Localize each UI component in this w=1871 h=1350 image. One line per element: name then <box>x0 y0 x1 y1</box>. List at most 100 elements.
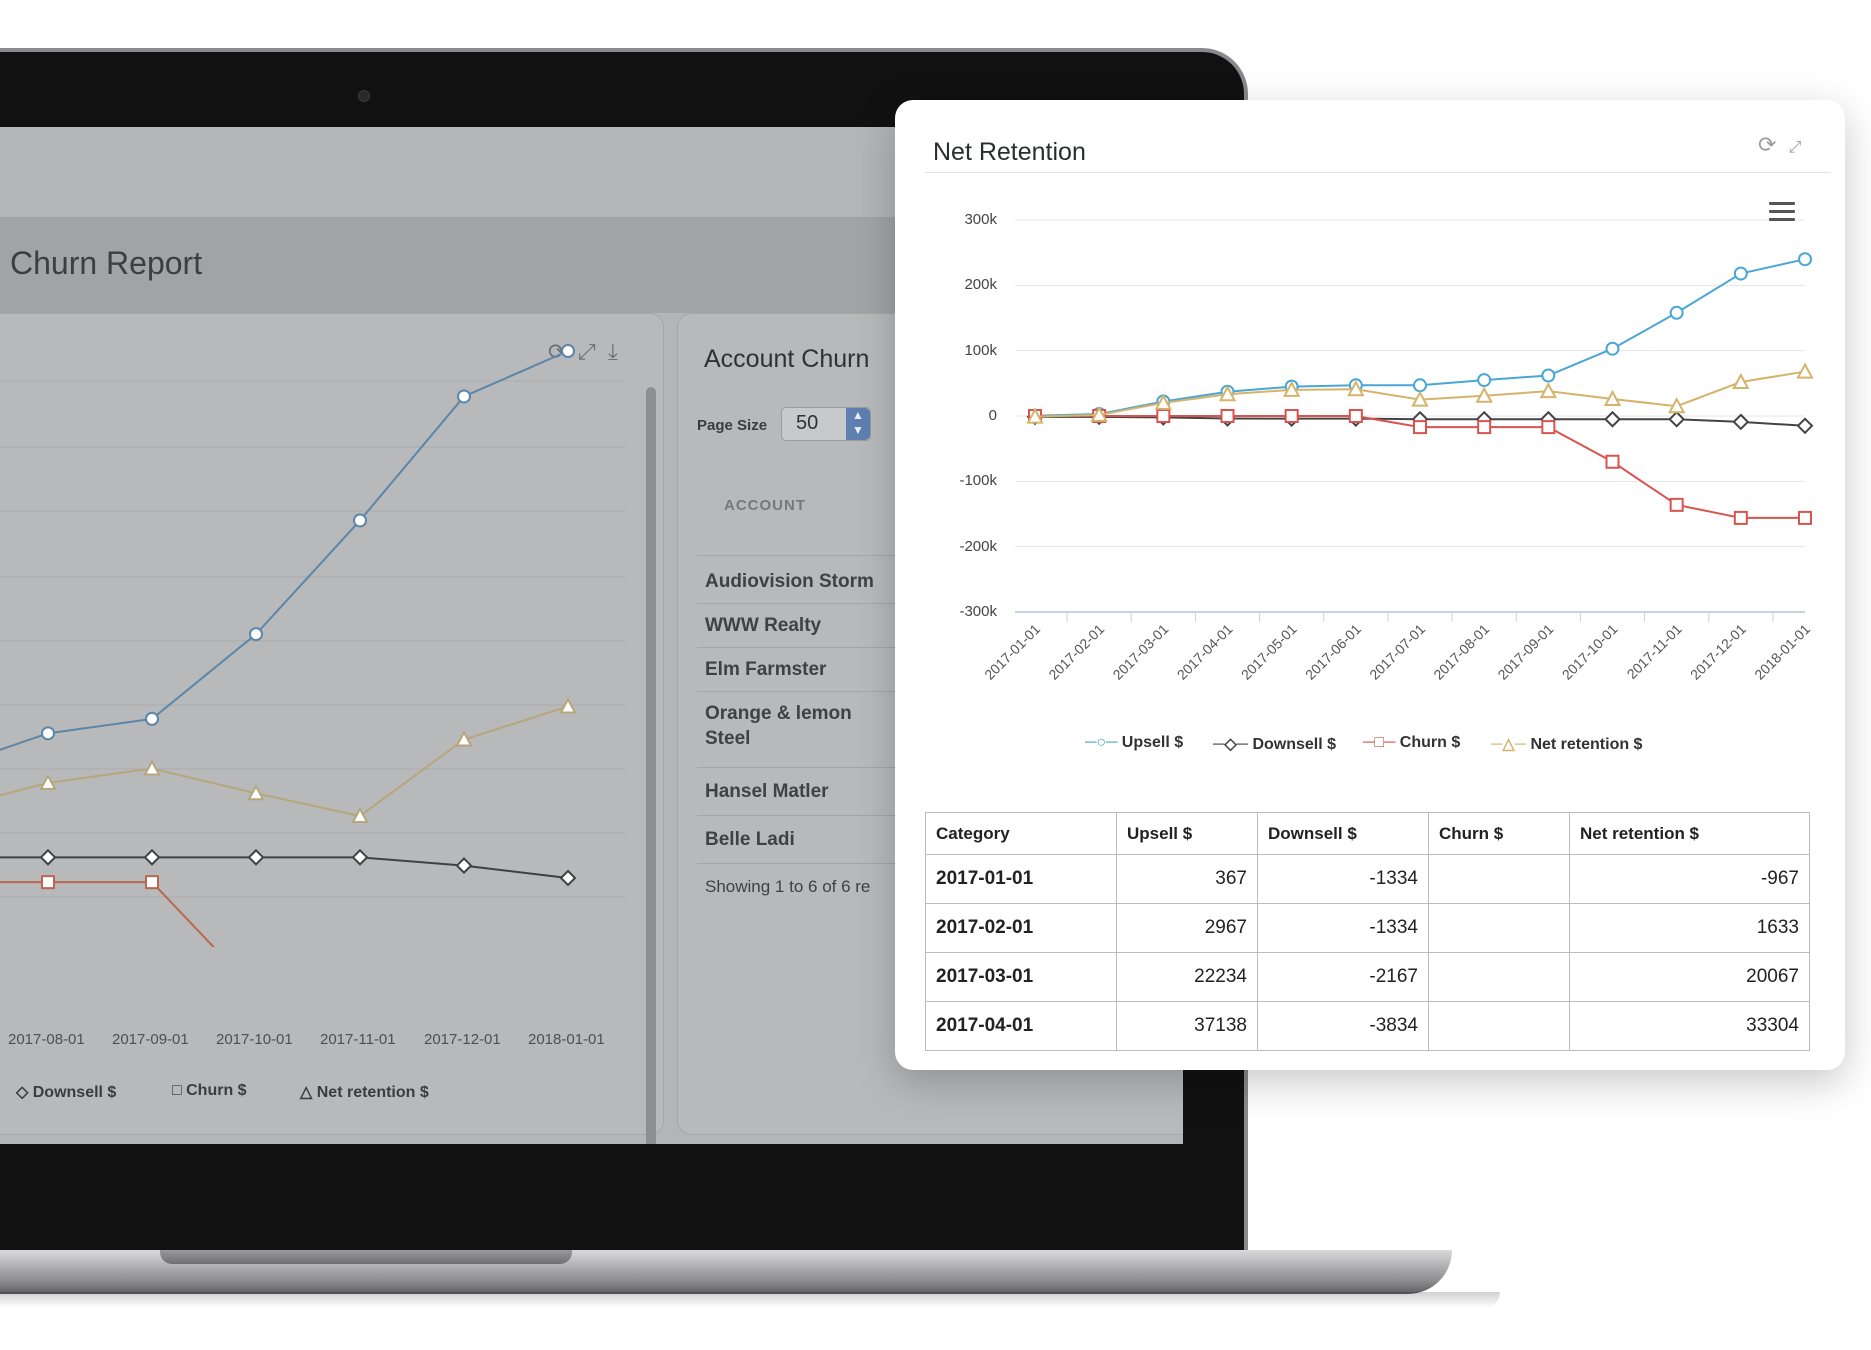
data-point <box>1732 413 1750 431</box>
x-tick-label: 2017-12-01 <box>424 1031 501 1048</box>
data-point <box>1477 373 1492 388</box>
page-size-select[interactable]: 50 ▲ ▼ <box>781 407 871 441</box>
legend-label: Downsell $ <box>1252 736 1337 753</box>
account-row[interactable]: Belle Ladi <box>705 829 795 850</box>
expand-icon[interactable]: ⤢ <box>1788 139 1802 156</box>
x-tick-label: 2017-09-01 <box>112 1031 189 1048</box>
data-point <box>1732 372 1750 390</box>
table-cell: 2017-02-01 <box>925 903 1117 953</box>
account-row[interactable]: Audiovision Storm <box>705 571 874 592</box>
account-row[interactable]: WWW Realty <box>705 615 822 636</box>
data-point <box>1477 420 1492 435</box>
table-row: 2017-01-01 367 -1334 -967 <box>925 854 1810 904</box>
table-cell: 1633 <box>1569 903 1810 953</box>
legend-item-upsell[interactable]: ─○─ Upsell $ <box>1085 734 1183 752</box>
data-point <box>143 848 161 866</box>
table-row: 2017-02-01 2967 -1334 1633 <box>925 903 1810 953</box>
table-cell: 33304 <box>1569 1001 1810 1051</box>
x-tick-label: 2017-11-01 <box>320 1031 396 1048</box>
net-retention-card: Net Retention ⟳ ⤢ 2017-01-01 2017-02-01 20… <box>895 100 1845 1070</box>
data-point <box>1668 410 1686 428</box>
y-tick-label: 0 <box>988 407 997 424</box>
data-point <box>1669 305 1684 320</box>
scrollbar[interactable] <box>646 387 656 1144</box>
column-header[interactable]: Upsell $ <box>1116 812 1258 855</box>
page-title: Churn Report <box>10 245 203 281</box>
data-point <box>1348 409 1363 423</box>
legend-item-churn[interactable]: □ Churn $ <box>172 1082 247 1099</box>
data-point <box>561 344 575 358</box>
refresh-icon[interactable]: ⟳ <box>1758 132 1777 157</box>
data-point <box>1667 397 1686 414</box>
table-cell: 2017-03-01 <box>925 952 1117 1002</box>
table-cell: -1334 <box>1257 903 1429 953</box>
table-cell <box>1428 854 1570 904</box>
card-toolbar: ⟳ ⤢ <box>1758 132 1801 158</box>
legend-item-downsell[interactable]: ◇ Downsell $ <box>16 1084 117 1101</box>
data-point <box>1411 390 1429 407</box>
data-point <box>249 627 263 642</box>
x-tick-label: 2017-10-01 <box>1559 621 1621 683</box>
account-row[interactable]: Orange & lemon Steel <box>705 703 852 749</box>
data-point <box>1798 252 1812 267</box>
legend-item-downsell[interactable]: ─◇─ Downsell $ <box>1213 734 1336 754</box>
data-point <box>353 513 367 528</box>
account-column-header[interactable]: ACCOUNT <box>724 497 806 514</box>
data-point <box>41 726 55 741</box>
x-tick-label: 2017-05-01 <box>1238 621 1300 683</box>
account-churn-title: Account Churn <box>704 345 870 373</box>
data-point <box>143 759 161 776</box>
account-row[interactable]: Hansel Matler <box>705 781 829 802</box>
data-point <box>1347 380 1365 397</box>
legend-item-net-retention[interactable]: △ Net retention $ <box>300 1084 429 1101</box>
legend-label: Net retention $ <box>1530 736 1643 753</box>
card-title: Net Retention <box>933 138 1086 166</box>
column-header[interactable]: Churn $ <box>1428 812 1570 855</box>
page-size-value: 50 <box>796 412 819 434</box>
data-point <box>1090 405 1108 422</box>
x-tick-label: 2017-03-01 <box>1109 621 1171 683</box>
divider <box>925 172 1831 173</box>
data-point <box>1156 409 1171 423</box>
data-point <box>455 857 473 875</box>
hamburger-menu-icon[interactable] <box>1769 202 1795 222</box>
x-tick-label: 2017-11-01 <box>1624 621 1685 682</box>
y-tick-label: 300k <box>964 211 997 228</box>
x-tick-label: 2017-09-01 <box>1494 621 1556 683</box>
data-point <box>351 848 369 866</box>
data-point <box>1541 368 1556 383</box>
y-tick-label: 100k <box>964 341 997 359</box>
table-row: 2017-04-01 37138 -3834 33304 <box>925 1001 1810 1051</box>
column-header[interactable]: Downsell $ <box>1257 812 1429 855</box>
legend-label: Upsell $ <box>1121 734 1184 751</box>
triangle-marker-icon: ─△─ <box>1491 736 1526 753</box>
legend-item-churn[interactable]: ─□─ Churn $ <box>1363 734 1460 752</box>
y-tick-label: -200k <box>959 537 997 555</box>
data-point <box>1154 393 1173 410</box>
expand-icon[interactable]: ⤢ <box>578 339 596 364</box>
account-row[interactable]: Elm Farmster <box>705 659 827 680</box>
data-point <box>455 730 473 747</box>
data-point <box>1733 266 1748 281</box>
table-cell: -967 <box>1569 854 1810 904</box>
table-cell: 20067 <box>1569 952 1810 1002</box>
x-tick-label: 2017-02-01 <box>1045 621 1107 683</box>
data-point <box>1603 389 1622 407</box>
x-tick-label: 2017-06-01 <box>1302 621 1364 683</box>
laptop-hinge-notch <box>160 1250 572 1264</box>
data-point <box>1218 385 1237 402</box>
column-header[interactable]: Net retention $ <box>1569 812 1810 855</box>
data-point <box>1604 410 1621 428</box>
data-point <box>1796 417 1814 435</box>
x-tick-label: 2017-08-01 <box>8 1031 85 1048</box>
table-cell: 37138 <box>1116 1001 1258 1051</box>
series-line <box>0 881 215 947</box>
x-tick-label: 2018-01-01 <box>1751 621 1813 683</box>
legend-item-net-retention[interactable]: ─△─ Net retention $ <box>1491 734 1642 754</box>
data-table: Category Upsell $ Downsell $ Churn $ Net… <box>925 812 1810 1051</box>
page-size-label: Page Size <box>697 417 768 434</box>
column-header[interactable]: Category <box>925 812 1117 855</box>
data-point <box>1284 409 1299 423</box>
data-point <box>559 697 577 714</box>
download-icon[interactable]: ⤓ <box>608 339 618 364</box>
